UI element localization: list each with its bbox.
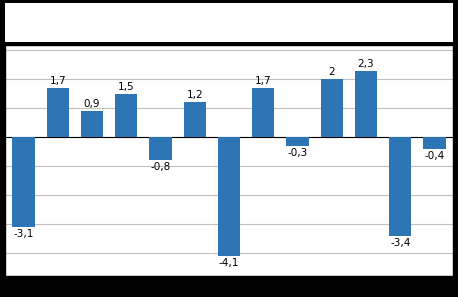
Bar (252, 88, 274, 137)
Text: -0,4: -0,4 (425, 151, 445, 161)
Bar (286, 137, 309, 146)
Text: 1,7: 1,7 (255, 76, 272, 86)
Text: 1,5: 1,5 (118, 82, 135, 92)
Bar (218, 137, 240, 256)
Bar (355, 71, 377, 137)
Bar (424, 137, 446, 149)
Text: 1,7: 1,7 (49, 76, 66, 86)
Text: 2: 2 (328, 67, 335, 77)
Bar (47, 88, 69, 137)
Text: -0,3: -0,3 (288, 148, 308, 158)
Bar (184, 102, 206, 137)
Text: 0,9: 0,9 (84, 99, 100, 109)
Text: 1,2: 1,2 (186, 91, 203, 100)
Text: -0,8: -0,8 (150, 162, 170, 172)
Bar (149, 137, 172, 160)
Text: -4,1: -4,1 (219, 258, 239, 268)
Bar (389, 137, 411, 236)
Text: -3,1: -3,1 (13, 229, 33, 239)
Bar (81, 111, 103, 137)
Bar (321, 79, 343, 137)
Bar (115, 94, 137, 137)
Text: 2,3: 2,3 (358, 59, 374, 69)
Text: -3,4: -3,4 (390, 238, 410, 248)
Bar (12, 137, 34, 227)
